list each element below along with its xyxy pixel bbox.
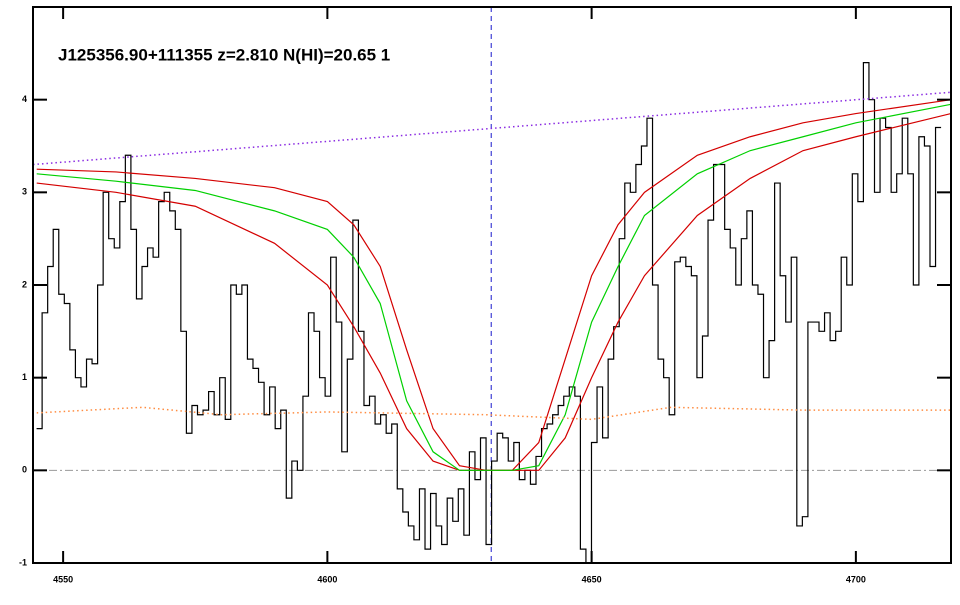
x-tick-label: 4700 <box>846 574 866 584</box>
y-tick-label: -1 <box>19 557 27 567</box>
x-tick-label: 4550 <box>53 574 73 584</box>
model-curve <box>36 103 951 471</box>
y-tick-label: 3 <box>22 187 27 197</box>
y-tick-label: 2 <box>22 279 27 289</box>
y-tick-label: 1 <box>22 372 27 382</box>
y-tick-label: 4 <box>22 94 27 104</box>
x-tick-label: 4650 <box>582 574 602 584</box>
model-curve <box>33 91 951 166</box>
x-tick-label: 4600 <box>317 574 337 584</box>
chart-title: J125356.90+111355 z=2.810 N(HI)=20.65 1 <box>58 45 390 64</box>
flux-spectrum <box>36 62 942 563</box>
y-tick-label: 0 <box>22 465 27 475</box>
